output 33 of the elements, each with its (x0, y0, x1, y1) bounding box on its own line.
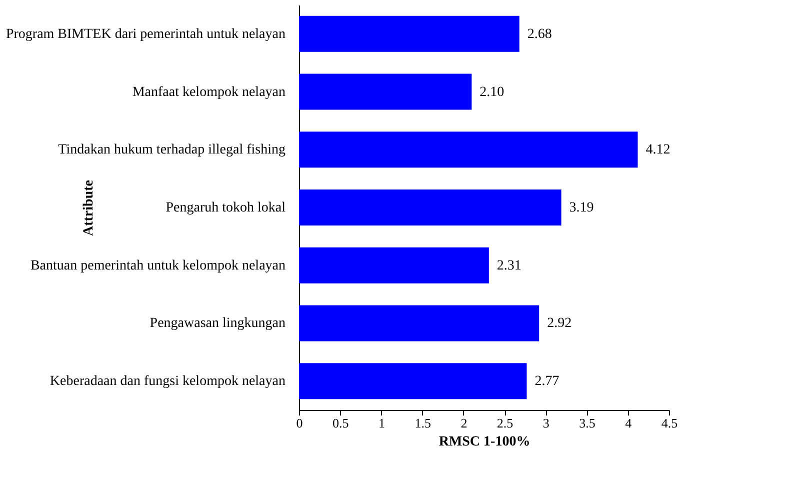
x-tick-label: 2 (460, 416, 468, 430)
x-tick-label: 3.5 (579, 416, 596, 430)
x-tick-label: 0.5 (332, 416, 349, 430)
y-axis-title: Attribute (82, 180, 96, 236)
y-tick-label: Keberadaan dan fungsi kelompok nelayan (50, 374, 286, 390)
y-tick-label: Bantuan pemerintah untuk kelompok nelayan (30, 258, 286, 274)
x-tick-label: 2.5 (496, 416, 514, 430)
data-label: 2.10 (480, 84, 504, 100)
bar (299, 190, 562, 226)
data-label: 2.92 (547, 316, 572, 332)
x-tick-label: 3 (542, 416, 550, 430)
bar (299, 247, 489, 284)
y-tick-label: Tindakan hukum terhadap illegal fishing (58, 142, 286, 158)
y-tick-label: Program BIMTEK dari pemerintah untuk nelayan (6, 26, 286, 42)
data-label: 2.68 (527, 26, 552, 42)
bar (299, 305, 540, 342)
data-label: 2.77 (534, 374, 560, 390)
y-tick-label: Manfaat kelompok nelayan (132, 84, 286, 100)
bar (299, 16, 520, 52)
x-axis-title: RMSC 1-100% (438, 434, 530, 450)
x-tick-label: 1.5 (414, 416, 431, 430)
x-tick-label: 0 (296, 416, 303, 430)
x-tick-label: 1 (378, 416, 385, 430)
data-label: 2.31 (496, 258, 522, 274)
bar (299, 363, 527, 400)
bar (299, 74, 472, 110)
data-label: 4.12 (646, 142, 670, 158)
y-tick-label: Pengaruh tokoh lokal (166, 200, 286, 216)
x-tick-label: 4 (625, 416, 632, 430)
data-label: 3.19 (569, 200, 594, 216)
y-tick-label: Pengawasan lingkungan (150, 316, 286, 332)
x-tick-label: 4.5 (661, 416, 678, 430)
bar (299, 132, 638, 168)
